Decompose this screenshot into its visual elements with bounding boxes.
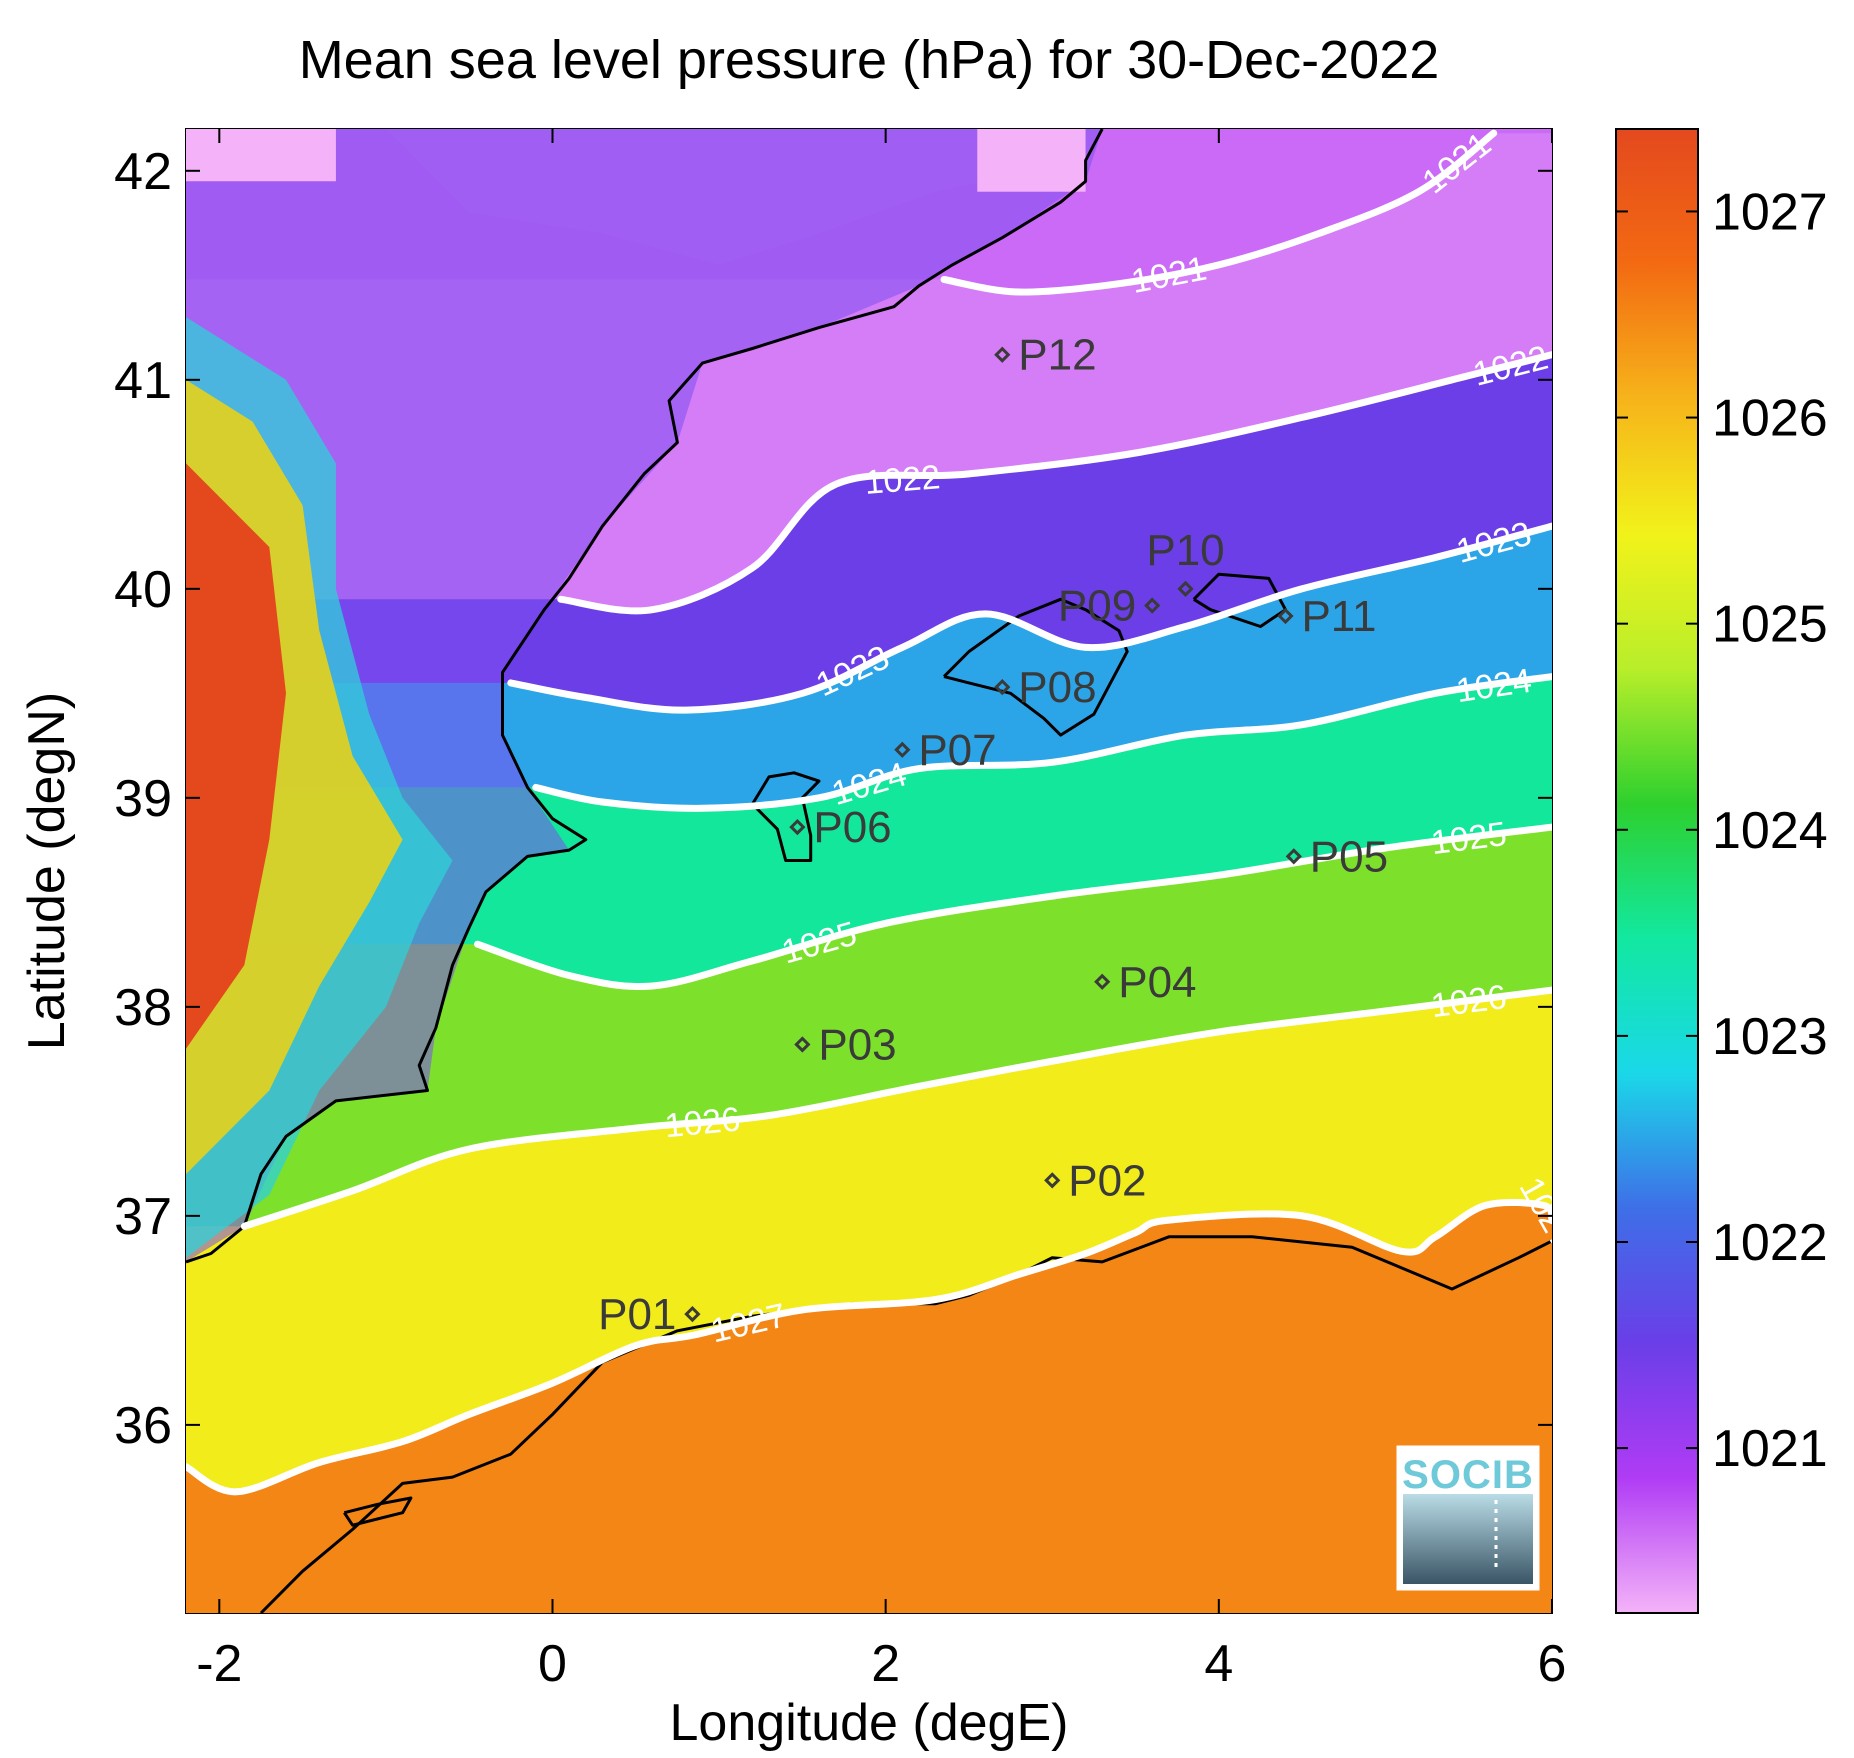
coastlines [186, 129, 1552, 1613]
isobar-line [186, 1198, 1552, 1496]
colorbar-tick-label: 1027 [1712, 183, 1828, 241]
colorbar-tick-label: 1026 [1712, 390, 1828, 448]
station-label: P04 [1118, 958, 1196, 1007]
coastline-african-coast [259, 1235, 1552, 1613]
chart-title: Mean sea level pressure (hPa) for 30-Dec… [299, 30, 1440, 90]
station-label: P01 [598, 1290, 676, 1339]
station-marker [1277, 607, 1294, 625]
northwest-low-shade [186, 129, 336, 182]
isobar-label: 1026 [663, 1100, 742, 1145]
coastline-alboran-island [343, 1496, 413, 1527]
station-label: P08 [1018, 663, 1096, 712]
x-axis-label: Longitude (degE) [670, 1694, 1069, 1752]
pressure-band [186, 1202, 1552, 1613]
highland-shade-core [186, 463, 286, 1049]
isobar-label: 1026 [1429, 978, 1509, 1025]
station-label: P06 [813, 803, 891, 852]
station-label: P02 [1068, 1156, 1146, 1205]
station-p02: P02 [1044, 1156, 1147, 1205]
colorbar-tick-label: 1021 [1712, 1420, 1828, 1478]
station-marker [1285, 848, 1302, 865]
station-marker [994, 346, 1011, 363]
x-tick-label: 2 [871, 1635, 900, 1693]
station-marker [684, 1305, 701, 1323]
station-p01: P01 [598, 1290, 701, 1339]
station-marker [894, 741, 911, 758]
station-p03: P03 [794, 1020, 897, 1069]
isobar-line [557, 351, 1552, 615]
y-tick-label: 42 [114, 143, 172, 201]
y-axis-label: Latitude (degN) [18, 692, 76, 1050]
y-tick-label: 41 [114, 352, 172, 410]
x-tick-label: 0 [538, 1635, 567, 1693]
y-tick-label: 36 [114, 1397, 172, 1455]
station-label: P09 [1058, 582, 1136, 631]
station-label: P12 [1018, 331, 1096, 380]
logo-sea [1403, 1494, 1533, 1584]
colorbar-fill [1615, 128, 1699, 1614]
station-marker [1144, 597, 1161, 614]
colorbar-tick-label: 1022 [1712, 1214, 1828, 1272]
y-tick-label: 37 [114, 1188, 172, 1246]
isobar-line [507, 522, 1552, 714]
station-marker [1094, 973, 1111, 990]
station-marker [1044, 1172, 1061, 1189]
station-p05: P05 [1285, 832, 1388, 881]
station-p11: P11 [1277, 592, 1376, 641]
station-marker [994, 678, 1011, 696]
station-p08: P08 [994, 663, 1097, 712]
map-plot-area: 1021102110221022102310231024102410251025… [185, 128, 1553, 1614]
station-label: P10 [1146, 526, 1224, 575]
isobar-line [240, 986, 1552, 1230]
pyrenees-shade [385, 129, 1103, 265]
isobar-line [532, 673, 1552, 812]
station-label: P07 [918, 726, 996, 775]
isobar-line [940, 129, 1498, 296]
station-label: P11 [1301, 592, 1376, 641]
station-p12: P12 [994, 331, 1097, 380]
coastline-ibiza [751, 771, 821, 862]
station-label: P03 [818, 1020, 896, 1069]
x-tick-label: -2 [196, 1635, 242, 1693]
x-tick-label: 6 [1538, 1635, 1567, 1693]
northeast-low-shade [977, 129, 1086, 192]
colorbar: 1021 1022 1023 1024 1025 1026 1027 [1615, 128, 1828, 1614]
y-axis-ticks: 36 37 38 39 40 41 42 [114, 143, 1552, 1455]
colorbar-tick-label: 1023 [1712, 1008, 1828, 1066]
station-p10: P10 [1146, 526, 1225, 597]
coastline-iberian-coast [186, 129, 1104, 1264]
station-p04: P04 [1094, 958, 1197, 1007]
station-marker [794, 1036, 811, 1053]
isobar-line [474, 823, 1552, 991]
socib-logo: SOCIB [1396, 1445, 1540, 1591]
station-marker [1177, 580, 1194, 597]
iberia-land-shade [186, 129, 1103, 1262]
colorbar-tick-label: 1025 [1712, 596, 1828, 654]
colorbar-ticks: 1021 1022 1023 1024 1025 1026 1027 [1616, 183, 1828, 1478]
isobar-1026: 1026 1026 [240, 978, 1552, 1230]
logo-text: SOCIB [1402, 1453, 1534, 1497]
coastline-mallorca [942, 597, 1129, 737]
y-tick-label: 40 [114, 561, 172, 619]
station-p06: P06 [789, 803, 892, 852]
isobar-label: 1022 [863, 458, 941, 502]
station-marker [789, 818, 806, 836]
x-axis-ticks: -2 0 2 4 6 [196, 129, 1566, 1693]
station-p09: P09 [1058, 582, 1161, 631]
isobar-label: 1025 [1429, 815, 1509, 862]
x-tick-label: 4 [1204, 1635, 1233, 1693]
station-label: P05 [1310, 832, 1388, 881]
y-tick-label: 38 [114, 979, 172, 1037]
y-tick-label: 39 [114, 770, 172, 828]
colorbar-tick-label: 1024 [1712, 802, 1828, 860]
station-p07: P07 [894, 726, 997, 775]
